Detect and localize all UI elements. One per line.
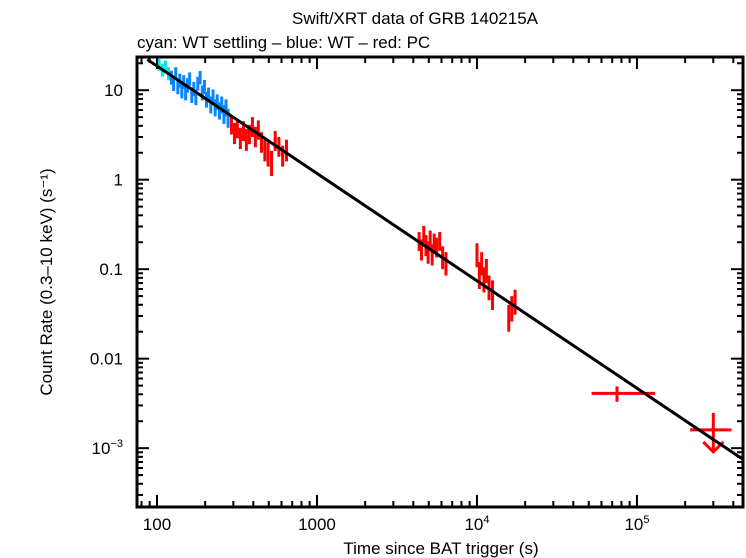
data-point bbox=[266, 142, 270, 167]
data-point bbox=[180, 83, 184, 99]
data-point bbox=[475, 243, 479, 268]
data-point bbox=[238, 127, 242, 150]
data-point bbox=[273, 131, 277, 151]
series-pc bbox=[229, 115, 732, 455]
data-point bbox=[198, 70, 202, 85]
power-law-fit-line bbox=[146, 58, 744, 461]
data-point bbox=[444, 252, 448, 276]
data-point bbox=[482, 267, 486, 293]
data-point bbox=[222, 105, 226, 124]
data-point bbox=[263, 139, 267, 162]
data-point bbox=[270, 150, 274, 176]
data-point bbox=[229, 115, 233, 135]
data-point bbox=[209, 96, 213, 114]
data-point bbox=[480, 252, 484, 276]
data-point bbox=[196, 76, 200, 91]
data-point bbox=[188, 72, 192, 86]
data-point bbox=[253, 126, 257, 148]
data-point bbox=[256, 120, 260, 140]
y-tick-label: 0.01 bbox=[90, 350, 123, 369]
x-tick-label: 1000 bbox=[298, 515, 336, 534]
x-tick-label: 104 bbox=[464, 514, 489, 534]
data-point bbox=[218, 102, 222, 120]
series-wt bbox=[169, 67, 230, 128]
data-point bbox=[438, 232, 442, 251]
x-tick-label: 105 bbox=[624, 514, 649, 534]
data-point bbox=[235, 119, 239, 139]
y-tick-label: 10−3 bbox=[92, 438, 123, 458]
data-point bbox=[244, 128, 248, 151]
data-point bbox=[192, 81, 196, 97]
data-point bbox=[490, 280, 494, 310]
y-tick-label: 0.1 bbox=[99, 260, 123, 279]
fit-layer bbox=[146, 58, 744, 461]
data-point bbox=[232, 123, 236, 145]
data-point bbox=[250, 117, 254, 137]
data-point bbox=[477, 262, 481, 290]
y-axis-label: Count Rate (0.3–10 keV) (s⁻¹) bbox=[37, 168, 56, 395]
data-point bbox=[182, 75, 186, 90]
data-point bbox=[426, 241, 430, 264]
tick-layer: 100 1000 104 105 10 1 0.1 0.01 10−3 bbox=[90, 57, 743, 534]
plot-frame bbox=[135, 55, 745, 509]
x-tick-label: 100 bbox=[143, 515, 171, 534]
data-point bbox=[513, 289, 517, 315]
chart-subtitle: cyan: WT settling – blue: WT – red: PC bbox=[137, 33, 430, 52]
data-point bbox=[432, 233, 436, 254]
data-layer bbox=[157, 58, 732, 455]
data-point bbox=[507, 304, 511, 332]
data-point bbox=[428, 230, 432, 249]
chart-title: Swift/XRT data of GRB 140215A bbox=[292, 9, 539, 28]
data-point bbox=[284, 139, 289, 162]
y-tick-label: 10 bbox=[104, 81, 123, 100]
y-tick-label: 1 bbox=[114, 171, 123, 190]
data-point bbox=[422, 225, 426, 244]
data-point bbox=[202, 80, 206, 95]
x-axis-label: Time since BAT trigger (s) bbox=[343, 539, 538, 558]
data-point bbox=[510, 296, 514, 322]
data-point bbox=[484, 258, 488, 284]
